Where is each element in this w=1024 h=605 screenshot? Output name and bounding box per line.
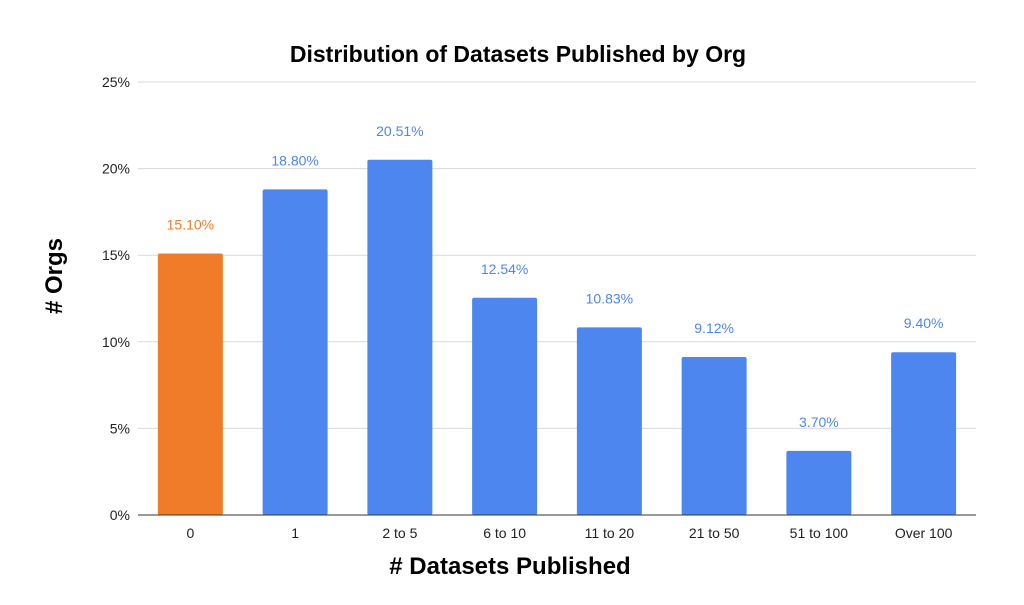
data-label: 9.40%	[904, 315, 944, 331]
x-tick-label: 1	[291, 525, 299, 541]
data-label: 15.10%	[167, 216, 214, 232]
x-tick-label: 6 to 10	[483, 525, 526, 541]
x-tick-label: 11 to 20	[585, 525, 635, 541]
y-tick-label: 20%	[102, 161, 130, 177]
data-label: 3.70%	[799, 414, 839, 430]
y-tick-label: 25%	[102, 74, 130, 90]
bar	[262, 189, 328, 515]
bar	[157, 253, 223, 515]
bar	[472, 297, 538, 515]
bars	[157, 159, 957, 516]
y-tick-label: 5%	[110, 420, 130, 436]
y-tick-label: 0%	[110, 507, 130, 523]
bar	[367, 159, 433, 516]
data-label: 18.80%	[271, 152, 318, 168]
data-label: 10.83%	[586, 290, 633, 306]
data-label: 20.51%	[376, 123, 423, 139]
bar	[681, 357, 747, 515]
y-tick-label: 10%	[102, 334, 130, 350]
y-axis-ticks: 0% 5% 10% 15% 20% 25%	[102, 74, 130, 523]
x-tick-label: 21 to 50	[689, 525, 740, 541]
x-axis-ticks: 0 1 2 to 5 6 to 10 11 to 20 21 to 50 51 to 100…	[186, 525, 952, 541]
chart-title: Distribution of Datasets Published by Or…	[290, 41, 746, 67]
x-axis-title: # Datasets Published	[389, 553, 630, 580]
bar	[891, 352, 957, 515]
bar	[576, 327, 642, 515]
x-tick-label: 2 to 5	[382, 525, 417, 541]
x-tick-label: 0	[186, 525, 194, 541]
data-label: 9.12%	[694, 320, 734, 336]
x-tick-label: 51 to 100	[790, 525, 849, 541]
x-tick-label: Over 100	[895, 525, 953, 541]
bar	[786, 450, 852, 515]
data-label: 12.54%	[481, 261, 528, 277]
y-axis-title: # Orgs	[41, 238, 68, 314]
data-labels: 15.10% 18.80% 20.51% 12.54% 10.83% 9.12% 3.70%…	[167, 123, 944, 430]
y-tick-label: 15%	[102, 247, 130, 263]
